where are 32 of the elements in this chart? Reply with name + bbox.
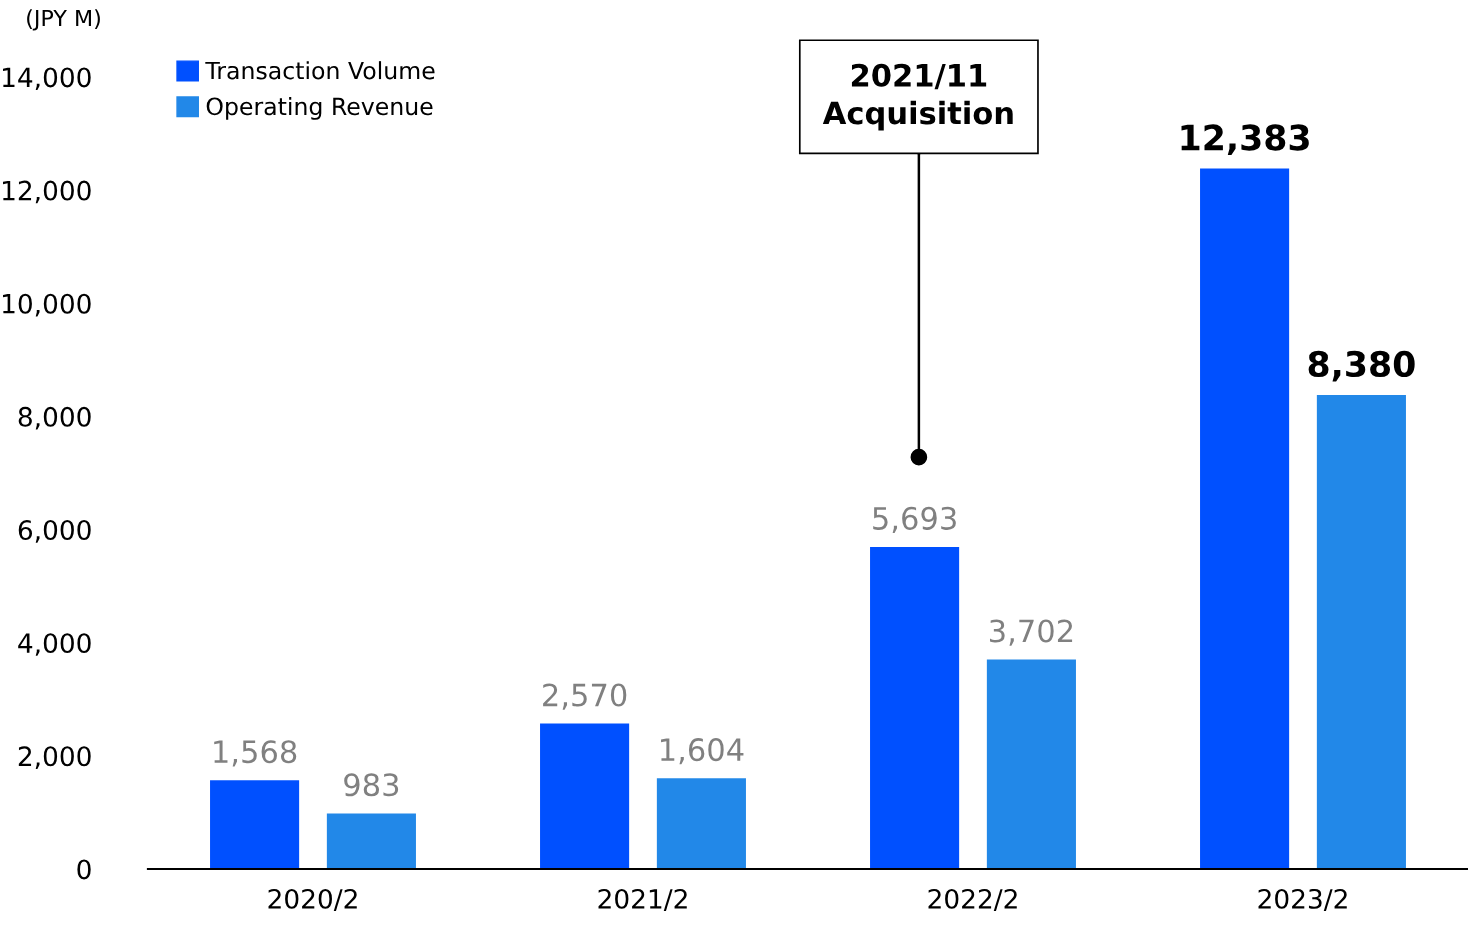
- data-label: 1,604: [661, 738, 744, 765]
- x-tick-label: 2020/2: [268, 888, 357, 911]
- annotation: 2021/11 Acquisition: [822, 63, 1013, 131]
- data-label: 12,383: [1181, 124, 1309, 156]
- y-axis-title: (JPY M): [27, 9, 100, 31]
- y-tick-label: 8,000: [18, 406, 91, 430]
- bar: [656, 778, 746, 869]
- bar: [210, 780, 300, 869]
- y-tick-label: 4,000: [18, 633, 91, 656]
- x-tick-label: 2022/2: [928, 888, 1017, 911]
- x-tick-label: 2021/2: [598, 888, 687, 911]
- data-label: 5,693: [873, 506, 956, 534]
- y-tick-label: 10,000: [3, 293, 91, 317]
- data-label: 8,380: [1308, 350, 1415, 382]
- y-tick-label: 12,000: [3, 180, 91, 204]
- legend-label: Transaction Volume: [205, 61, 435, 80]
- data-label: 2,570: [543, 683, 627, 710]
- bar: [540, 723, 630, 869]
- bar: [1316, 394, 1406, 869]
- data-label: 1,568: [214, 740, 297, 767]
- y-tick-label: 2,000: [18, 746, 91, 769]
- x-tick-label: 2023/2: [1258, 888, 1347, 911]
- data-label: 3,702: [990, 619, 1073, 646]
- y-tick-label: 0: [77, 859, 91, 880]
- y-tick-label: 6,000: [18, 520, 91, 543]
- bar: [326, 813, 416, 869]
- bar: [1200, 168, 1290, 869]
- y-tick-label: 14,000: [3, 67, 91, 91]
- bar: [986, 659, 1076, 869]
- legend-label: Operating Revenue: [206, 97, 433, 120]
- data-label: 983: [344, 773, 399, 797]
- bar: [870, 546, 960, 869]
